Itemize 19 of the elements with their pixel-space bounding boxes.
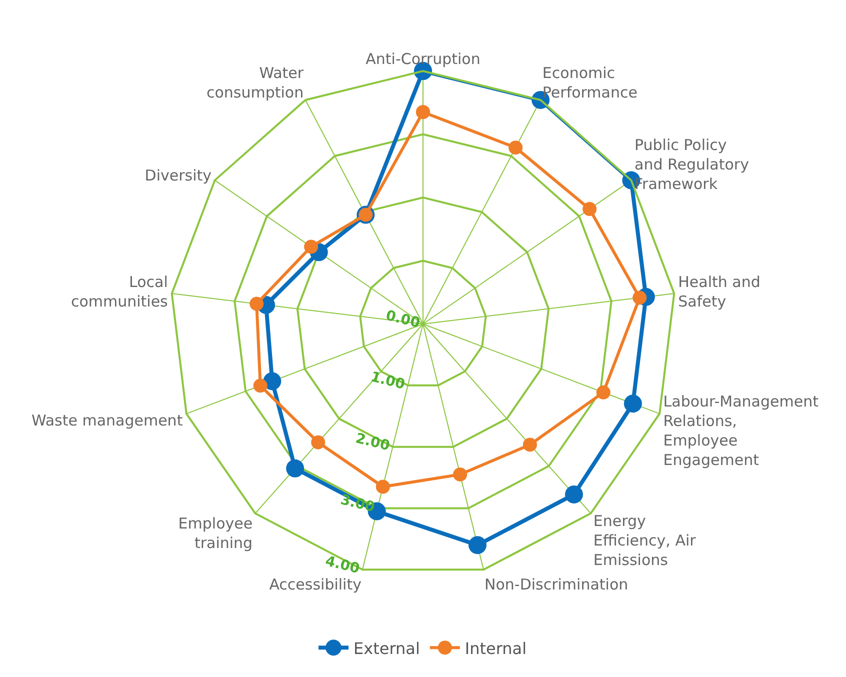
spoke-label: Labour-Management Relations, Employee Engagement [663,392,819,469]
spoke-label: Local communities [70,272,168,310]
spoke-label: Anti-Corruption [366,50,480,68]
y-tick-label: 1.00 [369,369,407,393]
y-tick-label: 4.00 [324,553,362,578]
spoke-label: Employee training [178,514,253,552]
y-tick-label: 3.00 [338,492,376,516]
y-tick-label: 0.00 [384,308,422,332]
y-tick-label: 2.00 [354,430,392,454]
legend-label: External [354,638,420,658]
spoke-label: Health and Safety [678,272,760,310]
spoke-label: Non-Discrimination [484,575,628,594]
spoke-label: Accessibility [269,575,362,594]
spoke-label: Water consumption [206,64,304,102]
spoke-label: Energy Efficiency, Air Emissions [593,512,697,570]
spoke-label: Diversity [144,166,212,185]
spoke-label: Waste management [31,411,183,430]
legend-label: Internal [464,638,527,658]
spoke-label: Economic Performance [542,64,638,102]
